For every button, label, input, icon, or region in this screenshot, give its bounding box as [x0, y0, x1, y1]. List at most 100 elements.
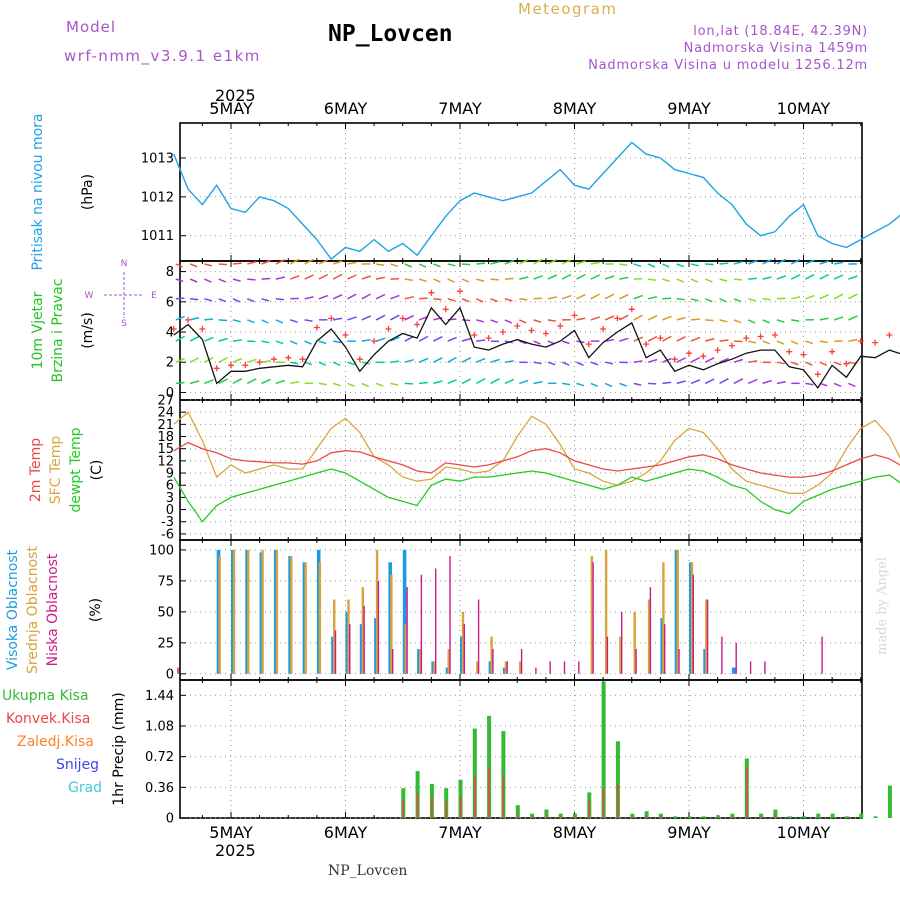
wind-arrow	[762, 319, 770, 324]
wind-arrow	[790, 258, 801, 265]
cloud-bar-1	[418, 649, 422, 674]
wind-arrow	[447, 263, 456, 267]
wind-arrow	[476, 319, 485, 323]
precip-total-bar	[573, 813, 577, 818]
precip-conv-bar	[488, 766, 490, 818]
gust-marker	[557, 323, 564, 329]
wind-arrow	[848, 275, 858, 280]
wind-arrow	[361, 275, 372, 280]
wind-arrow	[848, 293, 858, 300]
precip-conv-bar	[731, 816, 734, 818]
wind-arrow	[204, 336, 214, 342]
gust-marker	[829, 348, 836, 355]
pressure-line	[173, 141, 900, 261]
cloud-bar-1	[218, 556, 221, 674]
precip-conv-bar	[531, 816, 533, 818]
wind-arrow	[833, 316, 844, 321]
cloud-bar-1	[476, 661, 479, 674]
precip-total-bar	[716, 815, 721, 818]
precip-total-bar	[673, 816, 678, 818]
day-label-top: 7MAY	[438, 99, 482, 118]
wind-arrow	[490, 298, 498, 303]
dewpt-line	[173, 468, 900, 523]
wind-arrow	[790, 361, 799, 366]
precip-conv-bar	[459, 796, 462, 818]
gust-marker	[628, 306, 635, 313]
day-label-top: 5MAY	[209, 99, 253, 118]
wind-arrow	[633, 382, 642, 386]
wind-arrow	[533, 275, 543, 280]
sfc-temp-line	[173, 411, 900, 494]
gust-marker	[800, 351, 807, 358]
precip-conv-bar	[588, 801, 591, 818]
cloud-bar-2	[649, 587, 652, 674]
precip-conv-bar	[617, 783, 619, 818]
wind-arrow	[619, 314, 629, 321]
wind-arrow	[189, 316, 200, 321]
wind-arrow	[633, 294, 643, 300]
ytick-label: 21	[157, 418, 174, 433]
cloud-bar-2	[392, 649, 394, 674]
day-label-top: 9MAY	[667, 99, 711, 118]
cloud-low-axis-title: Niska Oblacnost	[45, 553, 61, 666]
wind-arrow	[476, 357, 486, 363]
cloud-bar-2	[606, 636, 609, 674]
wind-arrow	[819, 317, 829, 321]
day-label-bottom: 10MAY	[777, 823, 831, 842]
wind-arrow	[318, 294, 329, 300]
wind-arrow	[476, 278, 485, 282]
wind-arrow	[189, 278, 198, 283]
wind-arrow	[662, 315, 672, 321]
gust-marker	[686, 350, 692, 357]
wind-arrow	[776, 274, 787, 280]
wind-arrow	[619, 276, 629, 280]
wind-arrow	[604, 293, 615, 300]
precip-total-bar	[773, 809, 778, 818]
cloud-bar-1	[433, 661, 436, 674]
wind-arrow	[690, 356, 701, 363]
wind-arrow	[705, 319, 714, 322]
precip-conv-bar	[502, 775, 505, 818]
gust-marker	[371, 338, 378, 345]
precip-legend-item: Grad	[68, 780, 102, 796]
wind-arrow	[404, 382, 414, 385]
wind-arrow	[433, 336, 443, 342]
ytick-label: 1.44	[145, 689, 174, 704]
wind-arrow	[461, 298, 470, 303]
precip-total-bar	[816, 813, 821, 818]
wind-arrow	[390, 360, 400, 363]
wind-arrow	[819, 340, 828, 344]
wind-arrow	[289, 258, 300, 265]
wind-arrow	[347, 361, 355, 366]
precip-total-bar	[515, 805, 520, 818]
wind-arrow	[676, 336, 686, 342]
precip-total-bar	[601, 681, 606, 818]
gust-marker	[385, 326, 392, 332]
wind-arrow	[733, 298, 742, 303]
wind-arrow	[261, 319, 269, 324]
cloud-bar-0	[402, 549, 407, 674]
wind-arrow	[218, 319, 227, 322]
precip-total-bar	[615, 741, 620, 818]
wind-arrow	[375, 276, 386, 280]
precip-legend-item: Zaledj.Kisa	[17, 734, 94, 750]
ytick-label: -3	[161, 515, 174, 530]
gust-marker	[571, 312, 578, 319]
wind-arrow	[805, 273, 815, 280]
wind-arrow	[490, 278, 499, 281]
wind-arrow	[604, 275, 615, 280]
wind-arrow	[576, 317, 586, 321]
wind-arrow	[748, 360, 758, 363]
wind-arrow	[390, 294, 400, 300]
wind-arrow	[504, 378, 515, 385]
wind-arrow	[347, 261, 357, 265]
wind-arrow	[290, 275, 300, 280]
wind-arrow	[833, 261, 844, 265]
wind-arrow	[848, 361, 857, 365]
panel-frame-1	[179, 260, 863, 401]
wind-arrow	[433, 357, 443, 363]
gust-marker	[743, 335, 750, 342]
wind-arrow	[619, 263, 628, 267]
wind-arrow	[318, 361, 327, 366]
ytick-label: 9	[166, 467, 174, 482]
